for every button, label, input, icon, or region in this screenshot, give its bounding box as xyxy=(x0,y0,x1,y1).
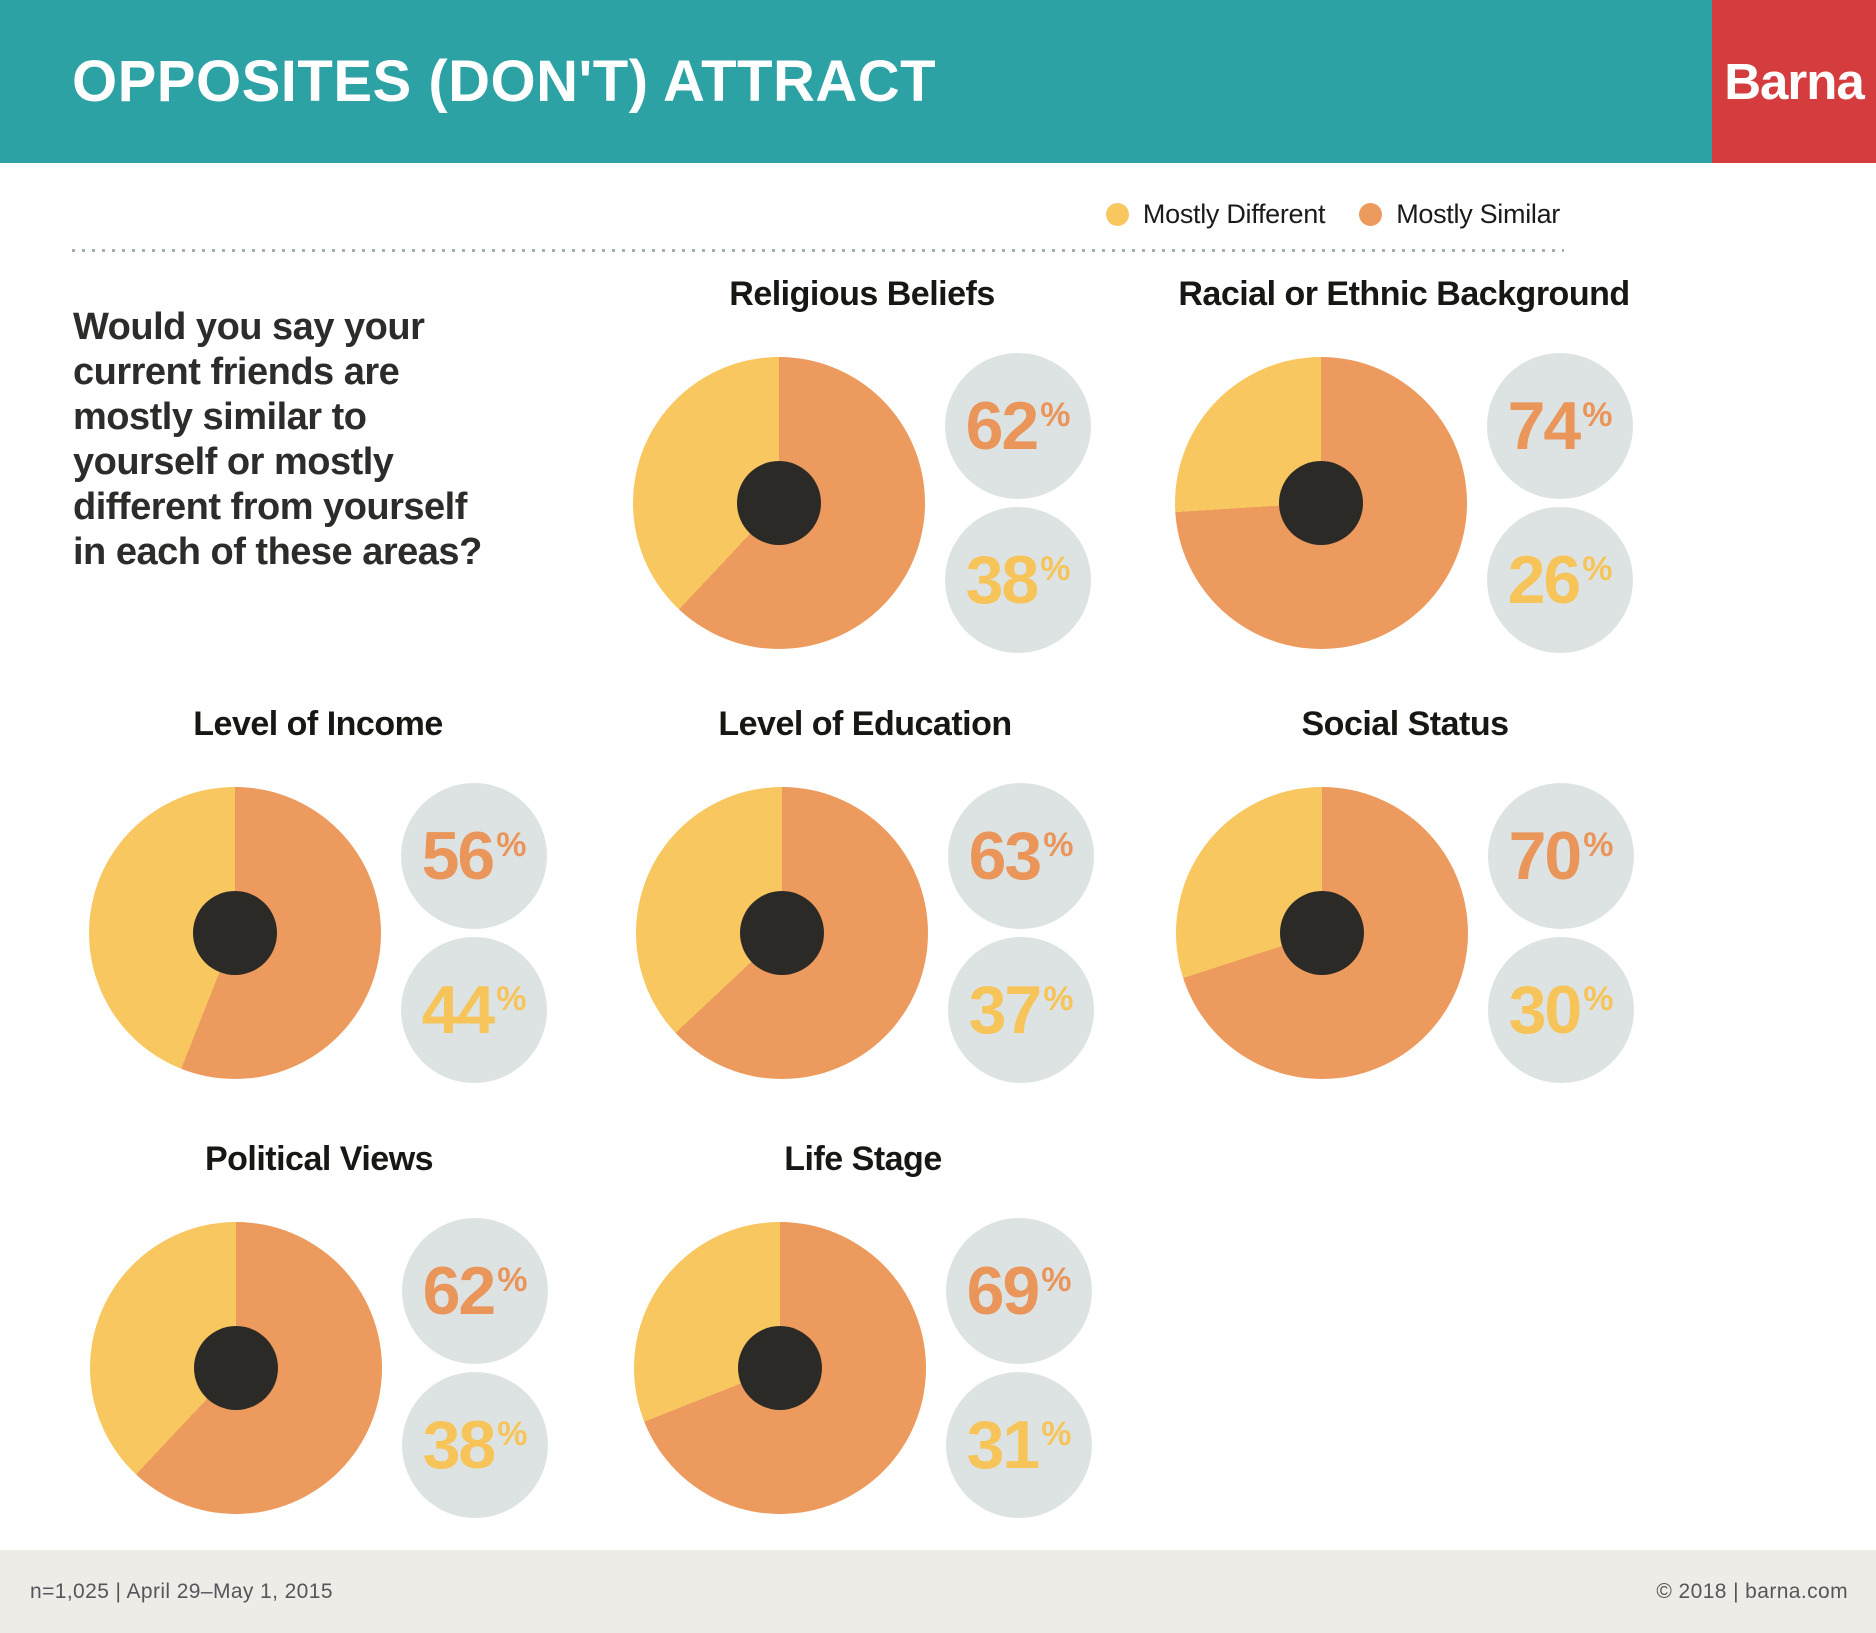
chart-unit-political-views: Political Views 62% 38% xyxy=(90,1140,548,1520)
mostly-similar-value: 62% xyxy=(422,1253,528,1329)
chart-title: Level of Income xyxy=(193,705,443,743)
barna-logo: Barna xyxy=(1712,0,1876,163)
dotted-divider xyxy=(72,249,1564,252)
donut-center xyxy=(193,891,277,975)
chart-title: Political Views xyxy=(204,1140,434,1178)
barna-logo-text: Barna xyxy=(1724,53,1865,110)
legend: Mostly Different Mostly Similar xyxy=(1105,193,1560,235)
mostly-similar-value-badge: 62% xyxy=(402,1218,548,1364)
legend-item-mostly-different: Mostly Different xyxy=(1105,198,1326,230)
chart-unit-religious-beliefs: Religious Beliefs 62% 38% xyxy=(633,275,1091,655)
value-badges: 70% 30% xyxy=(1488,783,1634,1083)
donut-center xyxy=(740,891,824,975)
mostly-different-value-badge: 38% xyxy=(945,507,1091,653)
mostly-different-value-badge: 31% xyxy=(946,1372,1092,1518)
value-badges: 56% 44% xyxy=(401,783,547,1083)
mostly-similar-value: 62% xyxy=(965,388,1071,464)
mostly-similar-value: 56% xyxy=(421,818,527,894)
donut-center xyxy=(1280,891,1364,975)
value-badges: 69% 31% xyxy=(946,1218,1092,1518)
donut-center xyxy=(1279,461,1363,545)
mostly-different-value: 31% xyxy=(966,1407,1072,1483)
chart-body: 70% 30% xyxy=(1176,783,1634,1083)
mostly-similar-dot-icon xyxy=(1359,202,1383,226)
donut-chart xyxy=(634,1222,926,1514)
page-title: OPPOSITES (DON'T) ATTRACT xyxy=(72,49,937,114)
mostly-similar-value-badge: 63% xyxy=(948,783,1094,929)
mostly-different-value: 37% xyxy=(968,972,1074,1048)
donut-center xyxy=(738,1326,822,1410)
mostly-different-value: 38% xyxy=(422,1407,528,1483)
mostly-similar-value: 74% xyxy=(1507,388,1613,464)
sample-info: n=1,025 | April 29–May 1, 2015 xyxy=(30,1579,333,1603)
chart-title: Religious Beliefs xyxy=(729,275,995,313)
mostly-similar-value-badge: 70% xyxy=(1488,783,1634,929)
donut-center xyxy=(737,461,821,545)
copyright: © 2018 | barna.com xyxy=(1656,1579,1848,1603)
value-badges: 63% 37% xyxy=(948,783,1094,1083)
chart-body: 69% 31% xyxy=(634,1218,1092,1518)
chart-body: 62% 38% xyxy=(90,1218,548,1518)
donut-chart xyxy=(1176,787,1468,1079)
chart-unit-life-stage: Life Stage 69% 31% xyxy=(634,1140,1092,1520)
mostly-similar-value: 69% xyxy=(966,1253,1072,1329)
value-badges: 62% 38% xyxy=(945,353,1091,653)
footer-bar: n=1,025 | April 29–May 1, 2015 © 2018 | … xyxy=(0,1550,1876,1633)
chart-title: Social Status xyxy=(1301,705,1509,743)
chart-unit-social-status: Social Status 70% 30% xyxy=(1176,705,1634,1085)
donut-chart xyxy=(90,1222,382,1514)
mostly-different-value-badge: 26% xyxy=(1487,507,1633,653)
mostly-similar-value-badge: 69% xyxy=(946,1218,1092,1364)
value-badges: 62% 38% xyxy=(402,1218,548,1518)
mostly-different-dot-icon xyxy=(1105,202,1129,226)
donut-chart xyxy=(633,357,925,649)
chart-unit-racial-or-ethnic-background: Racial or Ethnic Background 74% 26% xyxy=(1175,275,1633,655)
header-bar: OPPOSITES (DON'T) ATTRACT xyxy=(0,0,1876,163)
donut-center xyxy=(194,1326,278,1410)
mostly-similar-value-badge: 74% xyxy=(1487,353,1633,499)
mostly-different-value: 26% xyxy=(1507,542,1613,618)
survey-question: Would you say your current friends are m… xyxy=(73,306,482,573)
chart-unit-level-of-income: Level of Income 56% 44% xyxy=(89,705,547,1085)
mostly-similar-value-badge: 56% xyxy=(401,783,547,929)
chart-title: Racial or Ethnic Background xyxy=(1178,275,1630,313)
donut-chart xyxy=(636,787,928,1079)
mostly-different-value-badge: 44% xyxy=(401,937,547,1083)
mostly-different-value: 44% xyxy=(421,972,527,1048)
mostly-similar-value: 70% xyxy=(1508,818,1614,894)
mostly-similar-value: 63% xyxy=(968,818,1074,894)
chart-unit-level-of-education: Level of Education 63% 37% xyxy=(636,705,1094,1085)
value-badges: 74% 26% xyxy=(1487,353,1633,653)
chart-body: 63% 37% xyxy=(636,783,1094,1083)
mostly-different-value-badge: 37% xyxy=(948,937,1094,1083)
chart-body: 56% 44% xyxy=(89,783,547,1083)
mostly-different-value-badge: 30% xyxy=(1488,937,1634,1083)
legend-label: Mostly Different xyxy=(1142,198,1326,229)
chart-body: 62% 38% xyxy=(633,353,1091,653)
donut-chart xyxy=(1175,357,1467,649)
chart-title: Life Stage xyxy=(784,1140,942,1178)
mostly-different-value: 38% xyxy=(965,542,1071,618)
donut-chart xyxy=(89,787,381,1079)
chart-title: Level of Education xyxy=(718,705,1012,743)
mostly-different-value-badge: 38% xyxy=(402,1372,548,1518)
mostly-different-value: 30% xyxy=(1508,972,1614,1048)
legend-item-mostly-similar: Mostly Similar xyxy=(1359,199,1560,230)
legend-label: Mostly Similar xyxy=(1396,198,1560,229)
chart-body: 74% 26% xyxy=(1175,353,1633,653)
mostly-similar-value-badge: 62% xyxy=(945,353,1091,499)
